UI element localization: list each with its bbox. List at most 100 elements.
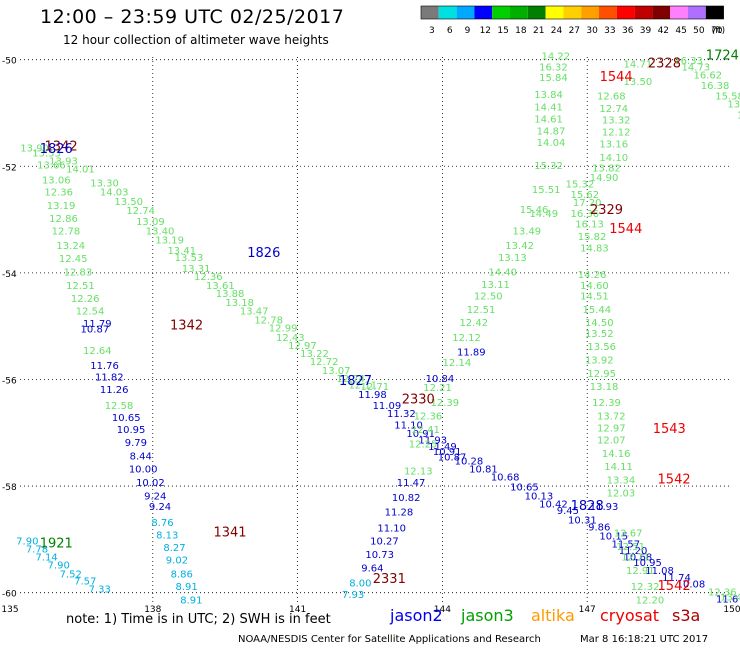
wave-height-reading: 7.90 [16,537,38,548]
wave-height-reading: 12.78 [52,226,81,237]
wave-height-reading: 8.21 [332,603,354,614]
wave-height-reading: 15.58 [715,92,740,103]
wave-height-reading: 13.36 [727,100,740,111]
legend-label-21: 21 [533,26,544,36]
wave-height-reading: 10.91 [433,447,462,458]
legend-label-18: 18 [515,26,527,36]
wave-height-reading: 13.41 [167,246,196,257]
wave-height-reading: 13.93 [49,157,78,168]
legend-label-39: 39 [640,26,652,36]
wave-height-reading: 13.22 [300,349,329,360]
wave-height-reading: 10.28 [455,457,484,468]
wave-height-reading: 12.20 [636,595,665,606]
wave-height-reading: 14.04 [537,138,566,149]
legend-unit: (ft) [712,26,726,36]
wave-height-reading: 13.13 [498,253,527,264]
legend-swatch-42 [652,6,671,19]
satellite-cryosat-label: cryosat [600,606,660,625]
wave-height-reading: 10.02 [136,478,165,489]
wave-height-reading: 12.95 [587,369,616,380]
wave-height-reading: 15.44 [583,305,612,316]
legend-swatch-24 [545,6,564,19]
satellite-s3a-label: s3a [672,606,701,625]
wave-height-reading: 13.49 [513,226,542,237]
wave-height-reading: 12.42 [459,318,488,329]
wave-height-reading: 11.93 [590,502,619,513]
footer-credit: NOAA/NESDIS Center for Satellite Applica… [238,634,541,645]
wave-height-reading: 13.07 [322,366,351,377]
wave-height-reading: 12.71 [361,382,390,393]
lat-tick-label: -56 [2,376,17,386]
wave-height-reading: 10.84 [426,374,455,385]
wave-height-reading: 15.84 [539,73,568,84]
track-jason3-1921-track: 7.907.787.147.907.527.577.33 [16,537,111,596]
wave-height-reading: 11.28 [385,507,414,518]
wave-height-reading: 16.38 [701,81,730,92]
wave-height-reading: 11.10 [394,421,423,432]
wave-height-reading: 11.6 [716,594,738,605]
wave-height-reading: 11.09 [373,401,402,412]
pass-number-label: 2329 [590,203,623,218]
wave-height-reading: 14.73 [681,62,710,73]
wave-height-reading: 13.47 [240,306,269,317]
wave-height-reading: 13.50 [114,197,143,208]
legend-swatch-27 [563,6,582,19]
legend-swatch-15 [492,6,510,19]
lon-tick-label: 150 [723,605,740,615]
wave-height-reading: 16.13 [575,220,604,231]
wave-height-reading: 13.52 [585,329,614,340]
wave-height-reading: 14.87 [537,126,566,137]
wave-height-reading: 13.84 [534,90,563,101]
wave-height-reading: 10.08 [677,579,706,590]
wave-height-reading: 15.62 [570,190,599,201]
wave-height-reading: 14.90 [590,173,619,184]
wave-height-reading: 8.91 [175,582,197,593]
wave-height-reading: 12.26 [71,294,100,305]
wave-height-reading: 13.56 [587,342,616,353]
wave-height-reading: 13.32 [602,116,631,127]
wave-height-reading: 12.71 [621,553,650,564]
wave-height-reading: 11.79 [83,319,112,330]
wave-height-reading: 12.97 [597,424,626,435]
footer-note: note: 1) Time is in UTC; 2) SWH is in fe… [66,612,331,627]
wave-height-reading: 13.19 [47,201,76,212]
wave-height-reading: 14.60 [580,281,609,292]
wave-height-reading: 13.19 [155,236,184,247]
wave-height-reading: 12.43 [276,333,305,344]
wave-height-reading: 9.86 [588,522,610,533]
wave-height-reading: 10.91 [406,429,435,440]
wave-height-reading: 10.65 [510,482,539,493]
wave-height-reading: 7.52 [60,570,82,581]
wave-height-reading: 10.87 [81,325,110,336]
wave-height-reading: 11.49 [428,442,457,453]
wave-height-reading: 11.57 [611,539,640,550]
wave-height-reading: 11.26 [100,385,129,396]
wave-height-reading: 11.47 [397,478,426,489]
legend-label-27: 27 [569,26,580,36]
lon-tick-label: 144 [434,605,451,615]
legend-swatch-21 [527,6,546,19]
wave-height-reading: 12.67 [614,529,643,540]
pass-number-label: 1826 [247,246,280,261]
wave-height-reading: 13.82 [592,164,621,175]
wave-height-reading: 9.64 [361,563,383,574]
wave-height-reading: 11.10 [377,523,406,534]
wave-height-reading: 12.72 [310,357,339,368]
wave-height-reading: 12.21 [423,383,452,394]
wave-height-reading: 7.78 [26,545,48,556]
legend-swatch-45 [670,6,688,19]
wave-height-reading: 8.00 [349,578,371,589]
lon-tick-label: 147 [579,605,596,615]
legend-label-15: 15 [497,26,508,36]
track-jason2-2331-track: 11.47 10.82 11.28 11.10 10.27 10.73 9.64 [361,478,425,574]
wave-height-reading: 13.53 [175,253,204,264]
legend-swatch-30 [581,6,599,19]
wave-height-reading: 16.32 [539,62,568,73]
wave-height-reading: 11.20 [619,546,648,557]
wave-height-reading: 13.88 [216,289,245,300]
wave-height-reading: 12.12 [452,333,481,344]
wave-height-reading: 8.27 [163,543,185,554]
wave-height-reading: 12.32 [631,582,660,593]
